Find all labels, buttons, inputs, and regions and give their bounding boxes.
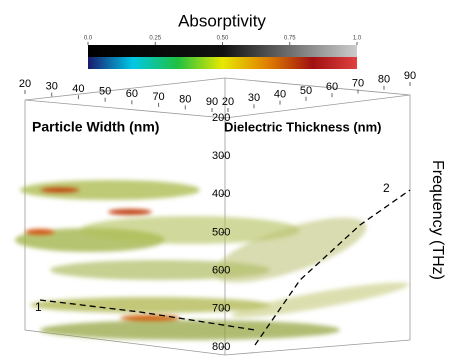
- x2-axis-title: Dielectric Thickness (nm): [224, 119, 382, 134]
- y-tick-label: 400: [212, 188, 230, 200]
- x2-tick-label: 80: [378, 74, 390, 86]
- x-tick-label: 70: [152, 91, 164, 103]
- volume-render: [15, 180, 409, 340]
- x2-tick-label: 60: [326, 81, 338, 93]
- x2-tick-label: 70: [352, 77, 364, 89]
- y-tick-label: 300: [212, 150, 230, 162]
- x-tick-label: 50: [99, 86, 111, 98]
- x2-tick-label: 40: [274, 88, 286, 100]
- y-tick-label: 600: [212, 265, 230, 277]
- x2-tick-label: 50: [300, 85, 312, 97]
- y-tick-label: 800: [212, 341, 230, 353]
- x-tick-label: 60: [126, 88, 138, 100]
- y-axis-title: Frequency (THz): [429, 160, 446, 280]
- x-tick-label: 90: [206, 96, 218, 108]
- guide-lines: [39, 189, 411, 346]
- x-tick-label: 30: [46, 80, 58, 92]
- y-tick-label: 200: [212, 112, 230, 124]
- x2-tick-label: 90: [404, 70, 416, 82]
- x-axis-title: Particle Width (nm): [32, 119, 159, 135]
- y-tick-label: 700: [212, 303, 230, 315]
- x2-tick-label: 30: [248, 92, 260, 104]
- colorbar-opacity: [88, 45, 357, 57]
- annotation: 1: [35, 300, 42, 314]
- colorbar-tick-label: 0.0: [84, 36, 93, 42]
- y-tick-label: 500: [212, 226, 230, 238]
- x2-tick-label: 20: [222, 96, 234, 108]
- colorbar-tick-label: 0.25: [149, 36, 161, 42]
- colorbar: [88, 57, 357, 69]
- x-tick-label: 20: [19, 78, 31, 90]
- colorbar-tick-label: 1.0: [353, 36, 362, 42]
- colorbar-tick-label: 0.75: [284, 36, 296, 42]
- x-tick-label: 80: [179, 93, 191, 105]
- annotation: 2: [383, 181, 390, 195]
- colorbar-tick-label: 0.50: [217, 36, 229, 42]
- colorbar-title: Absorptivity: [178, 11, 266, 30]
- x-tick-label: 40: [72, 83, 84, 95]
